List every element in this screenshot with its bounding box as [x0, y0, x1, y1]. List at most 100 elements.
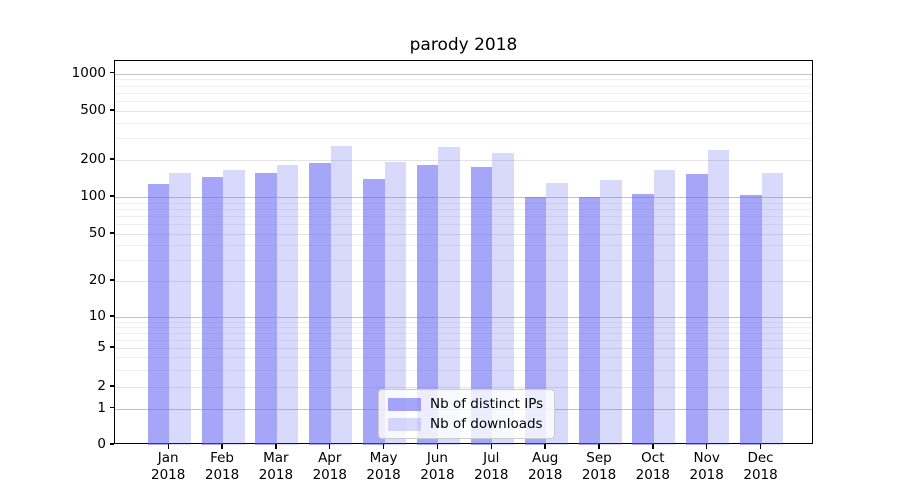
x-tick-year: 2018	[366, 466, 401, 483]
gridline-minor	[115, 79, 812, 81]
x-tick-mark	[544, 444, 546, 449]
legend-label-ips: Nb of distinct IPs	[430, 396, 544, 412]
gridline-minor	[115, 138, 812, 140]
y-tick-mark	[110, 109, 114, 111]
bar-downloads-jun	[438, 146, 460, 445]
x-tick-label-sep: Sep 2018	[569, 450, 629, 483]
gridline-minor	[115, 224, 812, 226]
bar-downloads-aug	[546, 182, 568, 445]
y-tick-label: 1000	[71, 64, 106, 81]
plot-area	[114, 60, 813, 445]
x-tick-mark	[598, 444, 600, 449]
x-tick-mark	[275, 444, 277, 449]
y-tick-label: 1	[97, 399, 106, 416]
y-tick-label: 200	[80, 151, 106, 167]
bar-downloads-mar	[276, 165, 299, 445]
gridline-minor	[115, 122, 812, 124]
y-tick-mark	[110, 232, 114, 234]
y-tick-mark	[110, 443, 114, 445]
x-tick-year: 2018	[312, 466, 347, 483]
legend-item-downloads: Nb of downloads	[388, 416, 543, 432]
gridline-minor	[115, 216, 812, 218]
gridline-minor	[115, 369, 812, 371]
bar-downloads-may	[384, 161, 407, 445]
x-tick-label-apr: Apr 2018	[300, 450, 360, 483]
x-tick-year: 2018	[635, 466, 671, 483]
bar-downloads-sep	[600, 180, 622, 445]
bar-ips-oct	[632, 194, 654, 445]
gridline-major	[115, 73, 812, 75]
gridline-major	[115, 317, 812, 318]
x-tick-label-feb: Feb 2018	[192, 450, 252, 483]
x-tick-label-jan: Jan 2018	[138, 450, 198, 483]
x-tick-year: 2018	[527, 466, 563, 483]
legend-label-downloads: Nb of downloads	[430, 416, 543, 432]
y-tick-label: 100	[80, 188, 106, 204]
bar-downloads-feb	[223, 169, 245, 445]
bar-ips-feb	[201, 176, 224, 445]
gridline-minor	[115, 245, 812, 247]
x-tick-year: 2018	[204, 466, 240, 483]
bar-ips-sep	[578, 197, 600, 445]
gridline-minor	[115, 202, 812, 204]
x-tick-label-jun: Jun 2018	[407, 450, 467, 483]
x-tick-label-aug: Aug 2018	[515, 450, 575, 483]
x-tick-mark	[759, 444, 762, 449]
y-tick-label: 5	[97, 339, 106, 355]
gridline-minor-labeled	[115, 348, 812, 349]
bar-ips-mar	[255, 173, 277, 445]
bar-ips-may	[363, 178, 385, 445]
x-tick-year: 2018	[474, 466, 509, 483]
y-tick-label: 10	[88, 308, 106, 324]
gridline-minor	[115, 321, 812, 323]
y-tick-mark	[110, 195, 114, 197]
x-tick-label-mar: Mar 2018	[246, 450, 306, 483]
y-tick-label: 500	[80, 102, 106, 118]
y-tick-mark	[110, 158, 114, 160]
bar-ips-jun	[416, 165, 439, 445]
chart-title: parody 2018	[409, 35, 518, 55]
x-tick-label-nov: Nov 2018	[677, 450, 737, 483]
x-tick-mark	[706, 444, 708, 449]
x-tick-label-may: May 2018	[354, 450, 414, 483]
x-tick-mark	[436, 444, 439, 449]
gridline-minor	[115, 92, 812, 94]
gridline-minor-labeled	[115, 111, 812, 112]
x-tick-label-jul: Jul 2018	[461, 450, 521, 483]
legend-swatch-ips	[388, 397, 421, 411]
bar-downloads-oct	[653, 170, 676, 445]
gridline-minor-labeled	[115, 234, 812, 235]
x-tick-year: 2018	[258, 466, 294, 483]
gridline-minor	[115, 260, 812, 262]
x-tick-mark	[221, 444, 223, 449]
bar-ips-jan	[147, 183, 170, 445]
x-tick-year: 2018	[420, 466, 455, 483]
x-tick-year: 2018	[151, 466, 186, 483]
legend-item-distinct-ips: Nb of distinct IPs	[388, 396, 543, 412]
gridline-minor	[115, 339, 812, 341]
gridline-minor-labeled	[115, 160, 812, 161]
gridline-major	[115, 197, 812, 198]
x-tick-label-dec: Dec 2018	[731, 450, 791, 483]
x-tick-mark	[167, 444, 169, 449]
x-tick-year: 2018	[689, 466, 724, 483]
legend-swatch-downloads	[388, 417, 421, 431]
y-tick-label: 50	[88, 225, 106, 241]
y-tick-mark	[110, 385, 114, 387]
y-tick-mark	[110, 315, 114, 317]
bar-ips-aug	[524, 197, 547, 445]
x-tick-mark	[382, 444, 385, 449]
bar-ips-jul	[470, 166, 493, 445]
y-tick-label: 2	[97, 378, 106, 394]
x-tick-year: 2018	[743, 466, 778, 483]
x-tick-mark	[329, 444, 331, 449]
bar-downloads-dec	[761, 173, 784, 445]
x-tick-label-oct: Oct 2018	[623, 450, 683, 483]
bar-downloads-nov	[707, 150, 730, 445]
bar-ips-nov	[686, 174, 708, 445]
gridline-minor	[115, 326, 812, 328]
y-tick-mark	[110, 279, 114, 281]
gridline-minor	[115, 332, 812, 334]
bar-downloads-jul	[492, 152, 514, 445]
